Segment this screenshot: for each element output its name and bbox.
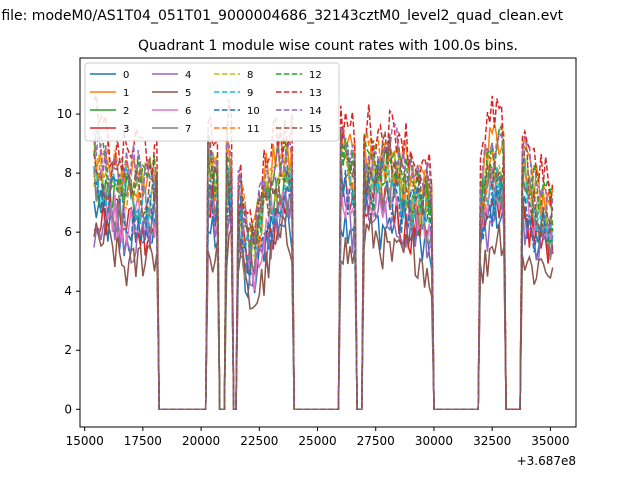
legend-label-15: 15 <box>309 124 322 135</box>
y-tick-label: 0 <box>64 402 72 416</box>
legend-label-12: 12 <box>309 70 322 81</box>
axes-frame <box>79 57 577 428</box>
x-offset-label: +3.687e8 <box>517 454 576 468</box>
legend-label-9: 9 <box>247 88 253 99</box>
legend-label-4: 4 <box>185 70 191 81</box>
x-axis: 15000 17500 20000 22500 25000 27500 30000 32500… <box>66 427 569 448</box>
legend-label-13: 13 <box>309 88 322 99</box>
chart-title: Quadrant 1 module wise count rates with … <box>138 38 518 54</box>
x-tick-label: 17500 <box>124 434 162 448</box>
series-line-15 <box>93 131 554 411</box>
y-tick-label: 4 <box>64 284 72 298</box>
y-tick-label: 6 <box>64 225 72 239</box>
figure-suptitle: n file: modeM0/AS1T04_051T01_9000004686_… <box>0 8 564 24</box>
x-tick-label: 22500 <box>240 434 278 448</box>
x-tick-label: 27500 <box>357 434 395 448</box>
legend-label-11: 11 <box>247 124 260 135</box>
y-axis: 0 2 4 6 8 10 <box>57 107 80 416</box>
x-tick-label: 30000 <box>415 434 453 448</box>
legend-label-7: 7 <box>185 124 191 135</box>
y-tick-label: 10 <box>57 107 72 121</box>
legend-label-10: 10 <box>247 106 260 117</box>
y-tick-label: 2 <box>64 343 72 357</box>
legend-label-2: 2 <box>123 106 129 117</box>
legend-label-3: 3 <box>123 124 129 135</box>
legend-label-0: 0 <box>123 70 129 81</box>
legend-label-1: 1 <box>123 88 129 99</box>
series-layer <box>93 94 554 411</box>
y-tick-label: 8 <box>64 166 72 180</box>
x-tick-label: 20000 <box>182 434 220 448</box>
legend-label-14: 14 <box>309 106 322 117</box>
legend-box <box>84 62 340 142</box>
legend-label-8: 8 <box>247 70 253 81</box>
legend-label-6: 6 <box>185 106 191 117</box>
x-tick-label: 35000 <box>531 434 569 448</box>
x-tick-label: 15000 <box>66 434 104 448</box>
x-tick-label: 32500 <box>473 434 511 448</box>
x-tick-label: 25000 <box>298 434 336 448</box>
legend-label-5: 5 <box>185 88 191 99</box>
